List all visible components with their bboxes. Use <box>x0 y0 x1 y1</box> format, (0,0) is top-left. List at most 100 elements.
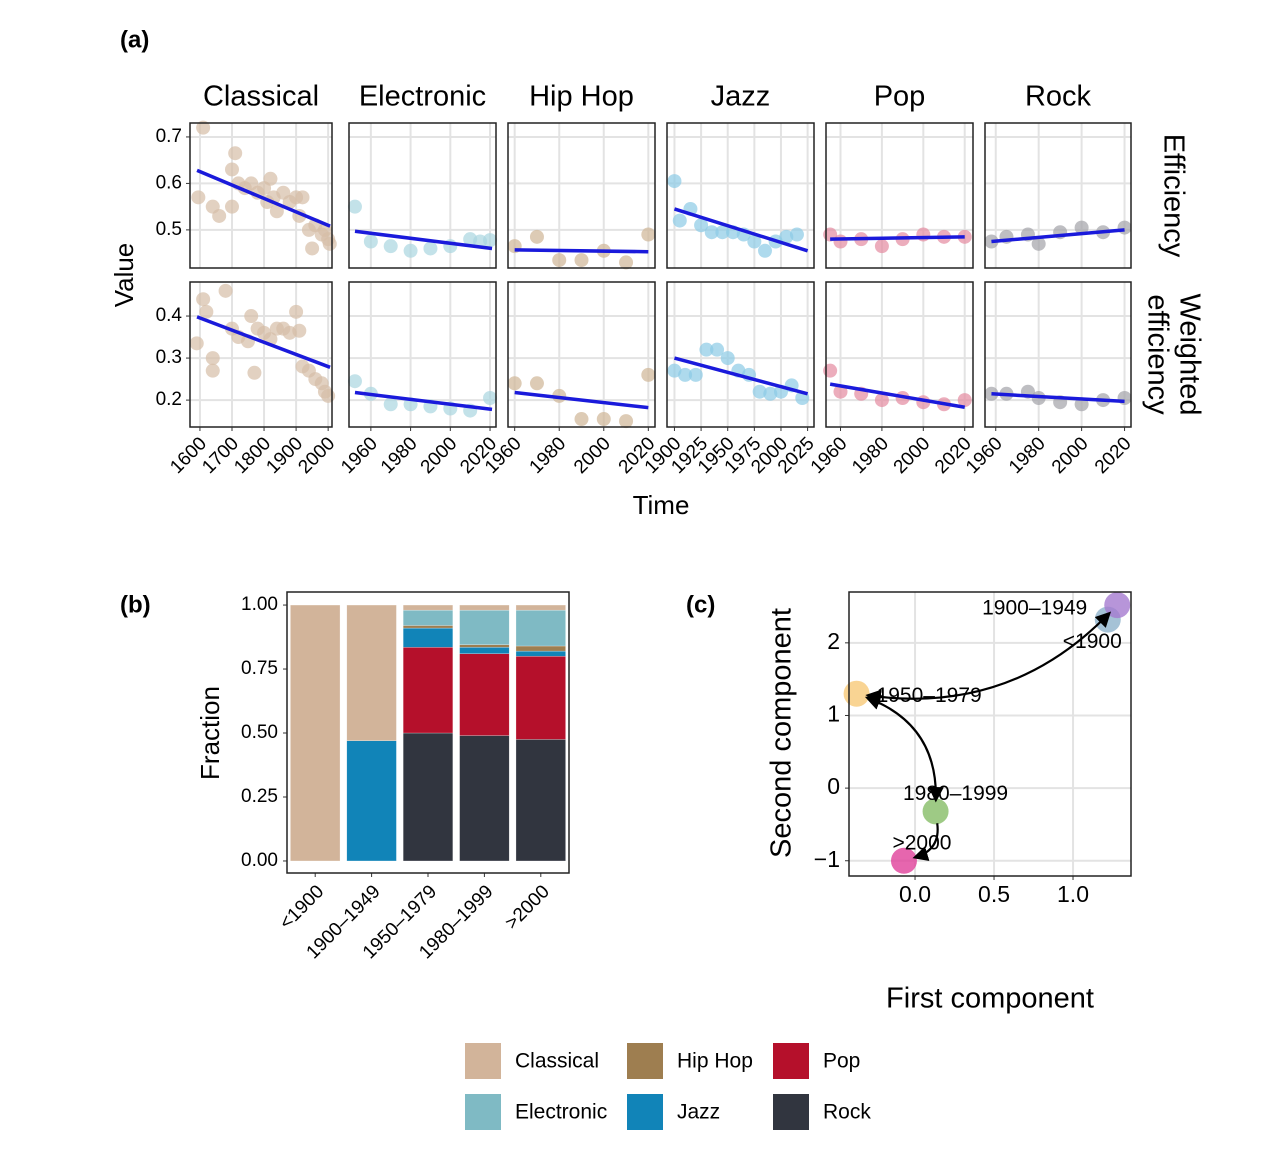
facet-border <box>348 122 497 269</box>
legend-label: Rock <box>823 1101 871 1124</box>
fit-line <box>991 392 1125 404</box>
legend-label: Pop <box>823 1050 860 1073</box>
point <box>483 233 498 248</box>
point <box>347 374 362 389</box>
facet-title: Jazz <box>711 81 771 113</box>
point <box>890 847 917 874</box>
plot-border <box>848 591 1132 877</box>
y-tick-label: 0.6 <box>156 172 182 193</box>
point <box>758 243 772 258</box>
point <box>916 227 931 242</box>
facet-panel <box>667 282 814 427</box>
point <box>295 190 310 205</box>
bar-segment <box>346 740 397 862</box>
legend-key <box>465 1094 501 1130</box>
legend-key <box>773 1094 809 1130</box>
point <box>363 234 378 249</box>
y-tick-label: 0.50 <box>241 722 278 743</box>
facet-border <box>825 122 974 269</box>
point <box>641 227 656 242</box>
bar-segment <box>515 655 566 740</box>
facet-title: Electronic <box>359 81 486 113</box>
facet-border <box>507 122 656 269</box>
point <box>688 367 703 382</box>
point <box>196 292 211 307</box>
point <box>720 351 735 366</box>
y-axis-title: Second component <box>766 608 798 858</box>
fit-line <box>991 228 1125 244</box>
bar-segment <box>290 604 341 862</box>
bar-segment <box>459 653 510 736</box>
point <box>596 412 611 427</box>
point <box>263 171 278 186</box>
facet-border <box>666 281 815 428</box>
point-label: >2000 <box>892 831 951 854</box>
point <box>619 414 634 429</box>
legend-key <box>773 1043 809 1079</box>
bar-segment <box>402 627 454 648</box>
point <box>292 323 307 338</box>
facet-panel <box>826 123 973 268</box>
x-tick-label: 0.0 <box>899 881 931 907</box>
point <box>383 239 398 254</box>
point <box>196 120 211 135</box>
point <box>843 680 870 707</box>
point-label: <1900 <box>1063 630 1122 653</box>
fit-line <box>673 207 809 253</box>
fit-line <box>354 229 493 251</box>
legend-label: Jazz <box>677 1101 720 1124</box>
panel-label: (a) <box>120 26 149 53</box>
point <box>957 393 972 408</box>
bar-segment <box>459 735 510 862</box>
facet-panel <box>349 282 496 427</box>
point <box>1074 220 1089 235</box>
point <box>672 213 687 228</box>
point <box>833 234 848 249</box>
point <box>667 363 682 378</box>
point <box>710 342 725 357</box>
bar-segment <box>515 650 566 657</box>
facet-border <box>984 122 1132 269</box>
point <box>1117 220 1132 235</box>
point <box>715 225 730 240</box>
facet-border <box>666 122 815 269</box>
fit-line <box>196 315 331 369</box>
point <box>874 239 889 254</box>
point <box>218 283 233 298</box>
fit-line <box>674 356 809 396</box>
fit-line <box>196 168 331 228</box>
point <box>552 253 567 268</box>
fit-line <box>514 390 649 410</box>
bar-segment <box>459 647 510 654</box>
point <box>289 304 304 319</box>
panel-label: (b) <box>120 591 151 618</box>
point <box>224 199 239 214</box>
bar-segment <box>346 604 397 741</box>
legend-key <box>465 1043 501 1079</box>
point <box>199 304 214 319</box>
point <box>423 241 438 256</box>
legend-key <box>627 1094 663 1130</box>
point <box>191 190 206 205</box>
bar-segment <box>459 604 510 611</box>
point-label: 1980–1999 <box>903 782 1008 805</box>
point-label: 1950–1979 <box>877 684 982 707</box>
facet-title: Pop <box>874 81 926 113</box>
y-tick-label: −1 <box>814 846 840 872</box>
point <box>789 227 804 242</box>
point <box>529 376 544 391</box>
x-axis-title: Time <box>633 490 690 520</box>
point-label: 1900–1949 <box>982 597 1087 620</box>
bar-segment <box>515 645 566 652</box>
point <box>574 412 589 427</box>
strip-label: Weighted <box>1173 294 1205 416</box>
point <box>322 236 337 251</box>
y-tick-label: 2 <box>827 628 840 654</box>
point <box>247 365 262 380</box>
bar-segment <box>402 732 454 862</box>
point <box>321 388 336 403</box>
point <box>507 376 522 391</box>
bar-segment <box>402 604 454 611</box>
y-axis-title: Fraction <box>195 686 225 780</box>
